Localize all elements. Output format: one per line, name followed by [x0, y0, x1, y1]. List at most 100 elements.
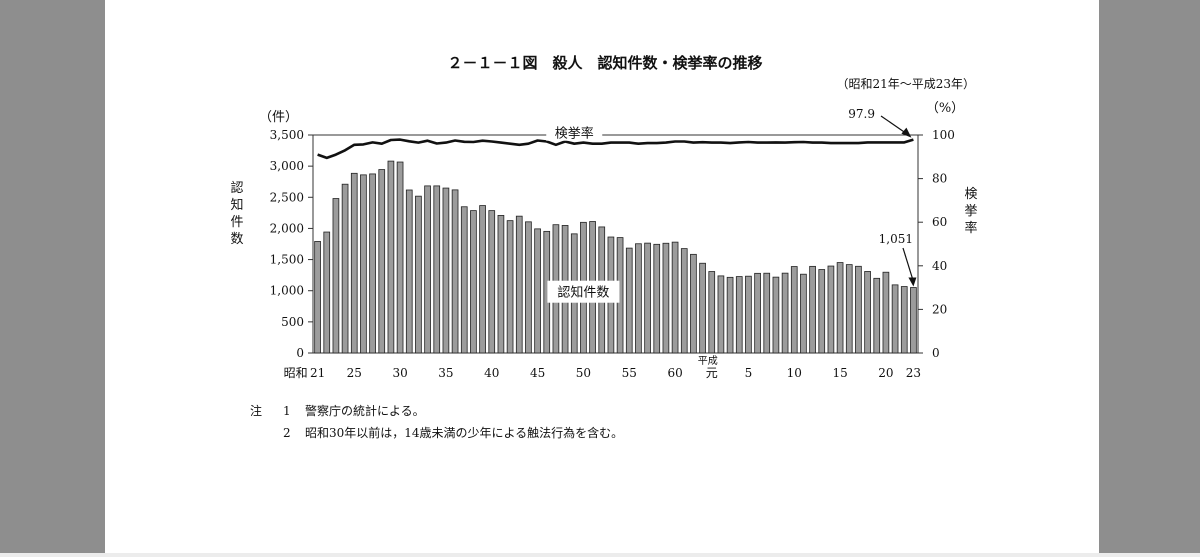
annotation-rate-arrowhead — [901, 127, 912, 138]
bar-昭和60 — [671, 241, 679, 354]
line-series-label: 検挙率 — [555, 126, 594, 142]
bar-平成17 — [855, 265, 862, 354]
x-tick-label: 21 — [310, 366, 325, 380]
left-axis-title: 認知件数 — [230, 180, 243, 247]
x-tick-label: 15 — [832, 366, 847, 380]
x-tick-label: 20 — [878, 366, 893, 380]
bar-昭和56 — [635, 243, 642, 354]
x-tick-label: 元 — [706, 366, 718, 380]
bar-昭和25 — [350, 172, 358, 354]
bar-昭和31 — [405, 189, 413, 354]
bar-平成23 — [910, 287, 917, 354]
left-margin — [0, 0, 105, 553]
bar-昭和23 — [332, 198, 340, 354]
bar-平成5 — [745, 275, 752, 354]
bar-昭和57 — [644, 242, 651, 354]
left-tick-label: 1,500 — [270, 253, 304, 267]
note-label: 注 — [250, 403, 262, 418]
bar-昭和22 — [323, 231, 331, 354]
left-tick-label: 2,000 — [270, 221, 304, 235]
x-tick-label: 5 — [745, 366, 753, 380]
labels-layer: 0 500 1,000 1,500 2,000 2,500 3,000 3,500 0 20 40 6… — [230, 107, 977, 380]
x-tick-label: 23 — [906, 366, 921, 380]
bar-平成13 — [818, 269, 826, 354]
x-tick-label: 25 — [347, 366, 362, 380]
x-era-heisei: 平成 — [698, 355, 718, 367]
bar-平成9 — [781, 272, 789, 354]
plot-frame — [312, 134, 919, 354]
bars-layer — [314, 160, 917, 354]
bar-平成18 — [864, 271, 871, 354]
x-era-showa: 昭和 — [284, 366, 308, 380]
bar-昭和43 — [515, 215, 523, 354]
bar-昭和28 — [378, 169, 386, 354]
x-tick-label: 35 — [438, 366, 453, 380]
chart-title: ２－１－１図 殺人 認知件数・検挙率の推移 — [447, 54, 762, 72]
right-axis-unit: （%） — [926, 101, 964, 116]
bar-昭和45 — [534, 228, 541, 354]
bar-昭和32 — [415, 195, 422, 354]
line-label-background — [546, 122, 603, 141]
bar-平成10 — [790, 266, 798, 354]
bar-昭和30 — [396, 161, 404, 354]
bar-平成8 — [772, 276, 780, 354]
right-tick-label: 60 — [932, 215, 947, 229]
bar-昭和59 — [662, 242, 670, 354]
bar-平成22 — [900, 286, 908, 354]
bar-昭和58 — [653, 243, 661, 354]
note-2-number: 2 — [283, 426, 291, 440]
right-tick-label: 40 — [932, 259, 947, 273]
left-tick-label: 3,500 — [270, 128, 304, 142]
bar-平成21 — [891, 284, 899, 354]
bar-昭和55 — [625, 247, 633, 354]
bar-平成7 — [763, 272, 771, 354]
bar-昭和63 — [699, 262, 706, 354]
right-tick-label: 0 — [932, 346, 940, 360]
x-tick-label: 10 — [787, 366, 802, 380]
bar-平成元 — [708, 271, 716, 354]
clearance-rate-line — [317, 138, 914, 160]
right-axis-title: 検挙率 — [964, 187, 977, 236]
left-tick-label: 500 — [281, 315, 304, 329]
bar-昭和29 — [387, 160, 395, 354]
annotation-rate: 97.9 — [848, 107, 875, 121]
bar-平成19 — [873, 277, 881, 354]
bar-series-label: 認知件数 — [557, 285, 609, 301]
bar-昭和40 — [488, 210, 496, 354]
annotation-count-arrow — [902, 247, 914, 282]
bar-昭和39 — [479, 205, 486, 354]
annotation-count: 1,051 — [879, 232, 913, 246]
bar-平成20 — [882, 271, 890, 354]
note-1-number: 1 — [283, 404, 291, 418]
left-tick-label: 3,000 — [270, 159, 304, 173]
bar-平成6 — [754, 272, 761, 354]
bar-平成2 — [717, 275, 725, 354]
bar-昭和27 — [369, 173, 376, 354]
bar-昭和24 — [341, 183, 349, 354]
left-tick-label: 1,000 — [270, 284, 304, 298]
bar-平成3 — [726, 276, 734, 354]
right-margin — [1099, 0, 1200, 553]
right-tick-label: 100 — [932, 128, 955, 142]
note-2-text: 昭和30年以前は，14歳未満の少年による触法行為を含む。 — [305, 425, 623, 440]
right-tick-label: 80 — [932, 172, 947, 186]
bar-昭和33 — [424, 185, 431, 354]
bar-平成14 — [827, 265, 835, 354]
x-tick-label: 50 — [576, 366, 591, 380]
bar-昭和62 — [690, 253, 697, 354]
left-tick-label: 0 — [296, 346, 304, 360]
bar-昭和44 — [525, 221, 532, 354]
bar-昭和26 — [360, 174, 367, 354]
note-1-text: 警察庁の統計による。 — [305, 403, 425, 418]
bar-昭和37 — [460, 206, 468, 354]
document-page: ２－１－１図 殺人 認知件数・検挙率の推移 （昭和21年～平成23年） （件） … — [105, 0, 1099, 553]
x-tick-label: 45 — [530, 366, 545, 380]
bar-昭和35 — [442, 187, 450, 354]
bar-平成4 — [735, 276, 743, 354]
bar-昭和21 — [314, 241, 321, 354]
chart-subtitle: （昭和21年～平成23年） — [836, 77, 975, 91]
left-tick-label: 2,500 — [270, 190, 304, 204]
bar-昭和61 — [680, 248, 688, 354]
left-axis-unit: （件） — [259, 110, 298, 125]
axes — [308, 134, 923, 354]
